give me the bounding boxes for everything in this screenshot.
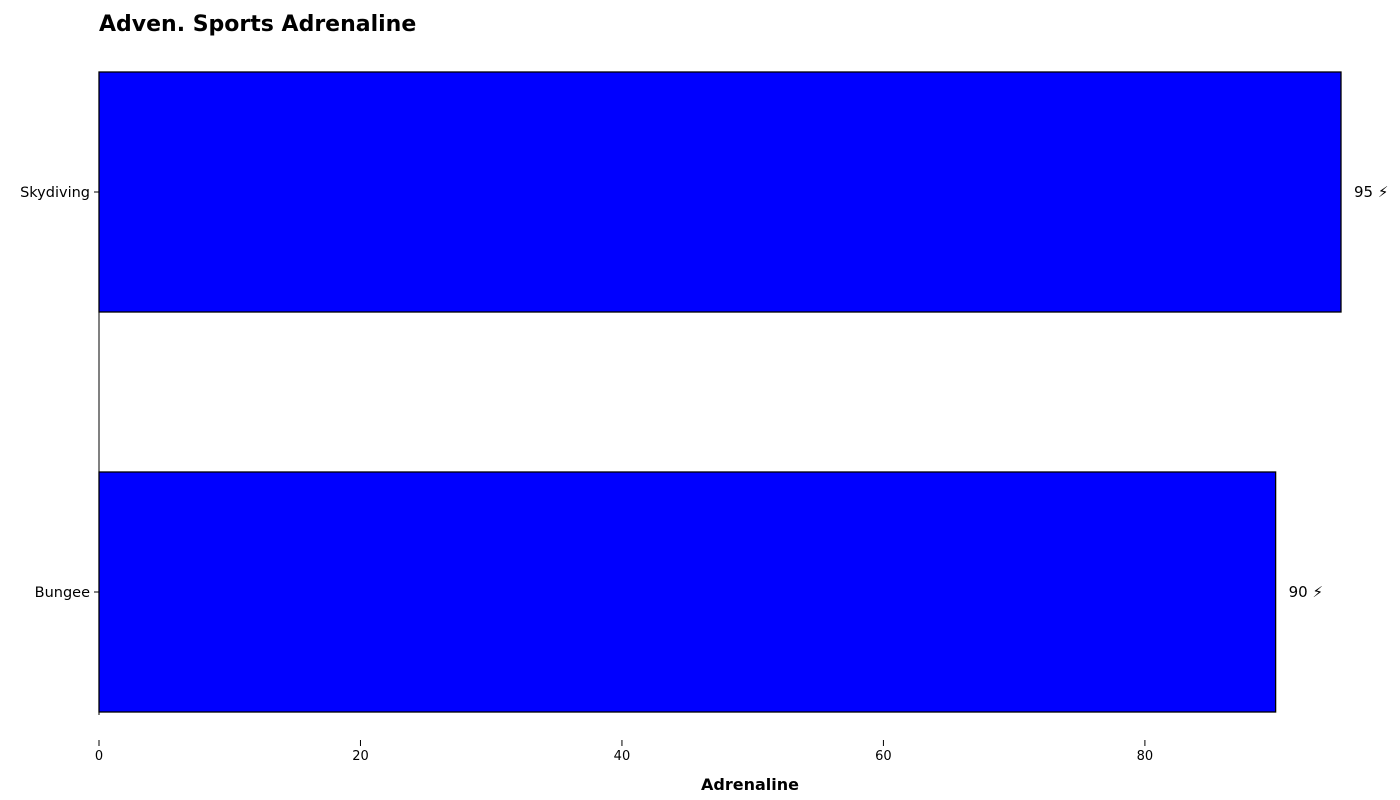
y-tick-label: Skydiving	[20, 185, 90, 201]
y-tick-label: Bungee	[35, 585, 90, 601]
x-tick-label: 80	[1137, 749, 1154, 764]
chart-title: Adven. Sports Adrenaline	[99, 12, 416, 37]
data-label: 95 ⚡	[1354, 183, 1388, 201]
bar-bungee	[98, 471, 1277, 713]
x-tick-label: 40	[614, 749, 631, 764]
data-labels-group: 95 ⚡ 90 ⚡	[1289, 183, 1389, 601]
bars-group	[98, 71, 1342, 713]
bar-skydiving	[98, 71, 1342, 313]
x-tick-label: 0	[95, 749, 103, 764]
x-axis-label: Adrenaline	[701, 775, 799, 794]
data-label: 90 ⚡	[1289, 583, 1323, 601]
x-tick-label: 60	[875, 749, 892, 764]
y-axis: Skydiving Bungee	[20, 72, 100, 715]
x-tick-label: 20	[352, 749, 369, 764]
x-axis: 0 20 40 60 80	[95, 740, 1153, 764]
